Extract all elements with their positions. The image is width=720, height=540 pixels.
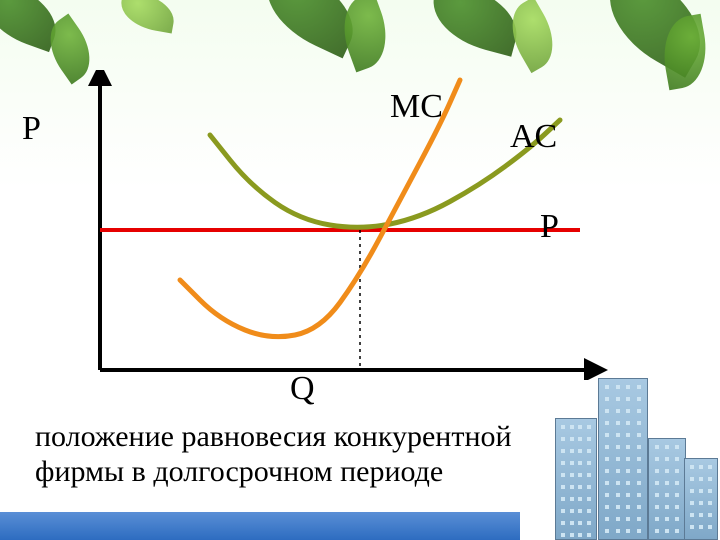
chart-svg: [60, 70, 620, 380]
economics-chart: [60, 70, 620, 380]
building-icon: [598, 378, 648, 540]
ac-curve-label: AC: [510, 118, 557, 156]
caption-line-1: положение равновесия конкурентной: [35, 420, 512, 453]
leaf-icon: [117, 0, 177, 34]
leaf-icon: [424, 0, 525, 57]
caption-line-2: фирмы в долгосрочном периоде: [35, 455, 443, 488]
price-line-label: P: [540, 208, 559, 246]
mc-curve-label: MC: [390, 88, 443, 126]
q-drop-label: Q: [290, 370, 315, 408]
slide-caption: положение равновесия конкурентной фирмы …: [35, 420, 512, 489]
slide: P MC AC P Q положение равновесия конкуре…: [0, 0, 720, 540]
building-icon: [648, 438, 686, 540]
y-axis-label: P: [22, 110, 41, 148]
building-icon: [684, 458, 718, 540]
footer-bar: [0, 512, 520, 540]
building-icon: [555, 418, 597, 540]
